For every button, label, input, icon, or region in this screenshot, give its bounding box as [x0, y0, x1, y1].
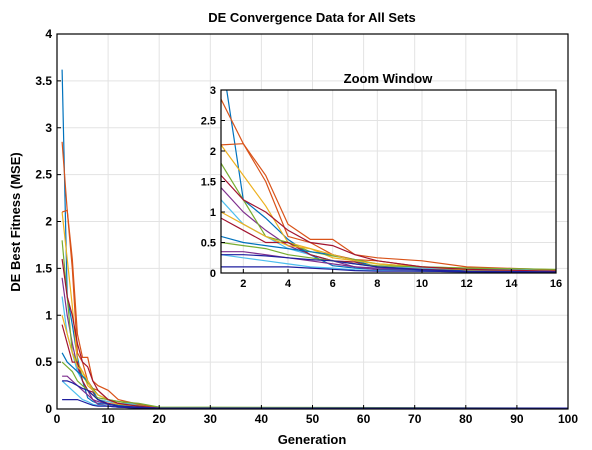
zoom-y-tick-label: 2.5 — [201, 116, 216, 128]
zoom-y-tick-label: 1 — [210, 207, 216, 219]
zoom-plot: 2 4 6 8 10 12 14 16 0 0.5 1 1.5 2 2.5 3 Zoom Window — [201, 71, 562, 290]
main-x-tick-label: 50 — [306, 412, 320, 426]
main-y-tick-label: 1.5 — [35, 261, 52, 275]
zoom-series-line-13 — [221, 254, 556, 273]
main-x-tick-label: 80 — [459, 412, 473, 426]
main-y-tick-label: 2.5 — [35, 168, 52, 182]
zoom-series-line-14 — [221, 174, 556, 272]
zoom-series-line-10 — [221, 211, 556, 272]
zoom-x-tick-label: 6 — [330, 278, 336, 290]
zoom-x-tick-label: 14 — [505, 278, 518, 290]
main-series-line-14 — [61, 258, 568, 409]
zoom-series-line-16 — [221, 254, 556, 273]
zoom-title: Zoom Window — [344, 71, 434, 86]
zoom-series-line-11 — [221, 251, 556, 273]
main-x-tick-label: 0 — [54, 412, 61, 426]
main-series-group — [61, 69, 568, 409]
main-x-ticks: 0 10 20 30 40 50 60 70 80 90 100 — [54, 405, 578, 426]
chart-title: DE Convergence Data for All Sets — [208, 10, 416, 25]
main-series-line-16 — [62, 380, 568, 409]
zoom-x-tick-label: 2 — [240, 278, 246, 290]
main-y-tick-label: 3 — [45, 121, 52, 135]
zoom-x-tick-label: 16 — [550, 278, 562, 290]
zoom-y-tick-label: 0.5 — [201, 238, 216, 250]
main-x-tick-label: 100 — [558, 412, 578, 426]
zoom-x-tick-label: 4 — [285, 278, 292, 290]
zoom-y-tick-label: 0 — [210, 268, 216, 280]
zoom-series-line-1 — [226, 90, 556, 273]
main-x-tick-label: 70 — [408, 412, 422, 426]
zoom-y-tick-label: 3 — [210, 85, 216, 97]
zoom-x-tick-label: 10 — [416, 278, 428, 290]
main-x-tick-label: 90 — [510, 412, 524, 426]
zoom-y-tick-label: 2 — [210, 146, 216, 158]
zoom-x-ticks: 2 4 6 8 10 12 14 16 — [240, 269, 562, 290]
main-y-tick-label: 4 — [45, 27, 52, 41]
main-x-tick-label: 20 — [153, 412, 167, 426]
zoom-y-ticks: 0 0.5 1 1.5 2 2.5 3 — [201, 85, 225, 280]
zoom-series-line-15 — [221, 266, 556, 273]
main-y-tick-label: 3.5 — [35, 74, 52, 88]
main-x-tick-label: 10 — [101, 412, 115, 426]
main-x-tick-label: 60 — [357, 412, 371, 426]
zoom-x-tick-label: 8 — [374, 278, 380, 290]
main-y-tick-label: 0 — [45, 402, 52, 416]
zoom-series-group — [221, 90, 556, 273]
main-y-ticks: 0 0.5 1 1.5 2 2.5 3 3.5 4 — [35, 27, 61, 416]
main-y-tick-label: 2 — [45, 215, 52, 229]
main-x-tick-label: 40 — [255, 412, 269, 426]
main-y-tick-label: 0.5 — [35, 355, 52, 369]
main-y-tick-label: 1 — [45, 308, 52, 322]
y-axis-label: DE Best Fitness (MSE) — [8, 152, 23, 291]
x-axis-label: Generation — [278, 432, 347, 447]
main-x-tick-label: 30 — [204, 412, 218, 426]
zoom-series-line-7 — [221, 217, 556, 273]
zoom-y-tick-label: 1.5 — [201, 177, 216, 189]
main-series-line-15 — [62, 399, 568, 409]
zoom-x-tick-label: 12 — [461, 278, 473, 290]
